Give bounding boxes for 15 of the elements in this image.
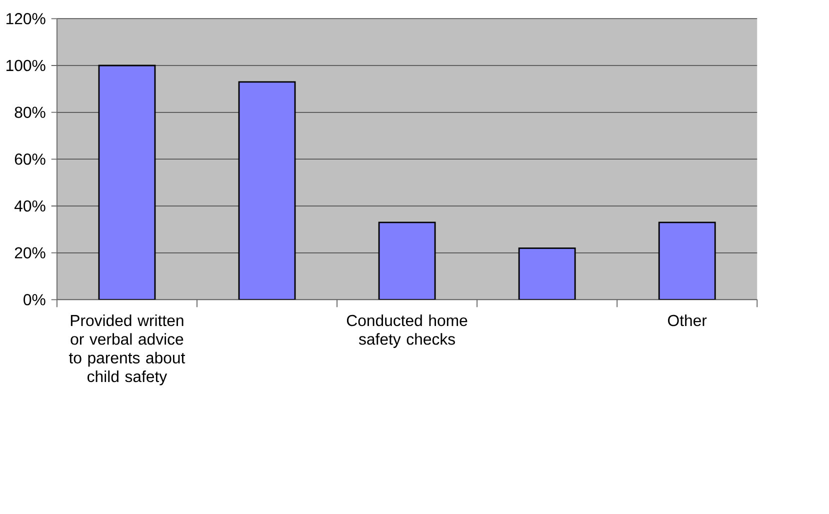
x-tick-label: Conducted home safety checks	[346, 314, 468, 348]
y-tick-label: 40%	[14, 200, 46, 212]
y-tick-label: 120%	[6, 12, 46, 24]
x-tick-label: Other	[668, 314, 707, 326]
y-tick-label: 60%	[14, 153, 46, 165]
bar	[98, 64, 156, 300]
y-tick-label: 20%	[14, 247, 46, 258]
y-tick-label: 0%	[24, 294, 46, 306]
x-tick-label: Provided written or verbal advice to parents about child safety	[68, 314, 186, 386]
y-tick-label: 100%	[6, 60, 46, 71]
bar	[238, 81, 296, 300]
bar	[518, 247, 576, 300]
bar	[658, 222, 716, 300]
bar	[378, 222, 436, 300]
y-tick-label: 80%	[14, 106, 46, 118]
